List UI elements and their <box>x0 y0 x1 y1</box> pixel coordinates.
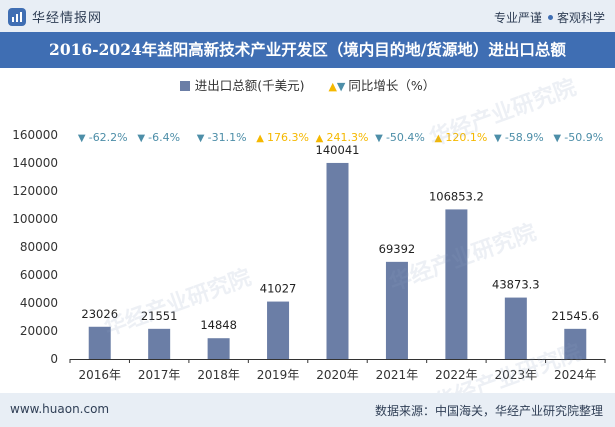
x-tick-label: 2020年 <box>316 368 359 382</box>
y-tick-label: 100000 <box>12 212 58 226</box>
y-tick-label: 60000 <box>20 268 58 282</box>
growth-down-marker: ▼ <box>494 133 502 144</box>
bar-value-label: 43873.3 <box>492 278 540 292</box>
bar-swatch-icon <box>179 81 190 91</box>
x-tick-label: 2017年 <box>138 368 181 382</box>
chart-title: 2016-2024年益阳高新技术产业开发区（境内目的地/货源地）进出口总额 <box>0 32 615 68</box>
growth-label: -6.4% <box>148 131 180 144</box>
tagline-right: 客观科学 <box>556 11 605 25</box>
growth-up-marker: ▲ <box>316 133 324 144</box>
bar <box>326 162 349 359</box>
y-tick-label: 120000 <box>12 184 58 198</box>
tagline-left: 专业严谨 <box>493 11 542 25</box>
triangle-down-icon: ▼ <box>336 80 346 93</box>
bar <box>504 297 527 359</box>
growth-label: -62.2% <box>89 131 128 144</box>
growth-label: 120.1% <box>445 131 487 144</box>
y-tick-label: 140000 <box>12 156 58 170</box>
growth-down-marker: ▼ <box>137 133 145 144</box>
bar <box>88 326 111 359</box>
growth-down-marker: ▼ <box>375 133 383 144</box>
bar-value-label: 106853.2 <box>429 189 484 203</box>
bar <box>148 328 171 359</box>
chart-canvas: 0 20000 40000 60000 80000 100000 120000 140000 1… <box>12 128 606 382</box>
y-tick-label: 40000 <box>20 296 58 310</box>
bar-value-label: 21545.6 <box>551 309 599 323</box>
logo-icon <box>8 7 26 26</box>
bar <box>207 338 230 359</box>
legend-item-bar: 进出口总额(千美元) <box>179 75 305 94</box>
growth-down-marker: ▼ <box>553 133 561 144</box>
growth-down-marker: ▼ <box>78 133 86 144</box>
bar-value-label: 140041 <box>316 143 360 157</box>
bar <box>385 261 408 359</box>
x-tick-label: 2016年 <box>78 368 121 382</box>
triangle-up-icon: ▲ <box>328 80 337 93</box>
site-url[interactable]: www.huaon.com <box>10 402 110 416</box>
growth-label: -50.4% <box>386 131 425 144</box>
bar-value-label: 69392 <box>379 242 416 256</box>
y-tick-label: 20000 <box>20 324 58 338</box>
bar-value-label: 21551 <box>141 309 178 323</box>
bar <box>564 328 587 359</box>
brand-name: 华经情报网 <box>32 11 103 26</box>
legend-bar-label: 进出口总额(千美元) <box>194 78 305 93</box>
footer-bar: www.huaon.com 数据来源：中国海关，华经产业研究院整理 <box>0 393 615 427</box>
legend-item-line: ▲▼ 同比增长（%） <box>328 75 435 94</box>
growth-label: -58.9% <box>505 131 544 144</box>
bar-value-label: 41027 <box>260 282 297 296</box>
growth-label: 241.3% <box>327 131 369 144</box>
bar <box>267 301 290 359</box>
tagline: 专业严谨 客观科学 <box>494 9 605 26</box>
x-tick-label: 2023年 <box>495 368 538 382</box>
data-source: 数据来源：中国海关，华经产业研究院整理 <box>374 404 603 418</box>
y-tick-label: 0 <box>50 352 58 366</box>
growth-up-marker: ▲ <box>435 133 443 144</box>
y-tick-label: 160000 <box>12 128 58 142</box>
x-tick-label: 2018年 <box>197 368 240 382</box>
bar <box>445 209 468 359</box>
header-bar: 华经情报网 专业严谨 客观科学 <box>0 0 615 32</box>
y-tick-label: 80000 <box>20 240 58 254</box>
x-tick-label: 2021年 <box>376 368 419 382</box>
growth-up-marker: ▲ <box>256 133 264 144</box>
x-tick-label: 2024年 <box>554 368 597 382</box>
x-tick-label: 2022年 <box>435 368 478 382</box>
growth-label: -31.1% <box>208 131 247 144</box>
bar-value-label: 23026 <box>81 307 118 321</box>
bar-value-label: 14848 <box>200 318 237 332</box>
dot-icon <box>547 15 553 20</box>
legend-line-label: 同比增长（%） <box>348 78 436 93</box>
x-tick-label: 2019年 <box>257 368 300 382</box>
brand: 华经情报网 <box>8 7 102 26</box>
growth-down-marker: ▼ <box>197 133 205 144</box>
legend: 进出口总额(千美元) ▲▼ 同比增长（%） <box>0 75 615 94</box>
growth-label: 176.3% <box>267 131 309 144</box>
growth-label: -50.9% <box>564 131 603 144</box>
